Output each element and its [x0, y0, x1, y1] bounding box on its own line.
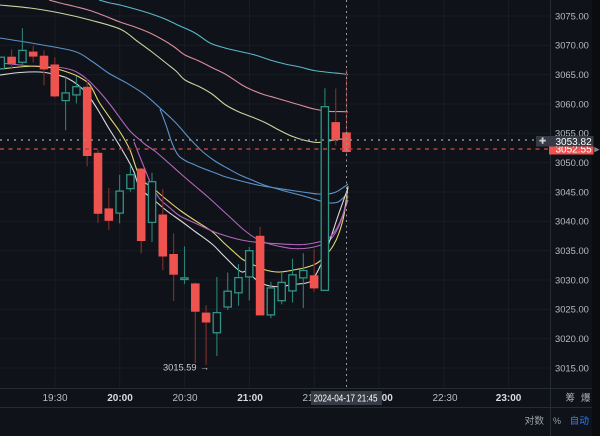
svg-text:3045.00: 3045.00 [555, 186, 589, 197]
svg-text:3070.00: 3070.00 [555, 40, 589, 51]
svg-text:3015.00: 3015.00 [555, 362, 589, 373]
svg-text:3040.00: 3040.00 [555, 216, 589, 227]
svg-text:3015.59: 3015.59 [163, 363, 197, 373]
svg-text:3055.00: 3055.00 [555, 128, 589, 139]
svg-text:19:30: 19:30 [42, 393, 67, 404]
svg-text:21:00: 21:00 [237, 393, 263, 404]
svg-text:3025.00: 3025.00 [555, 304, 589, 315]
svg-text:%: % [553, 416, 561, 426]
svg-text:3075.00: 3075.00 [555, 10, 589, 21]
svg-text:3052.55: 3052.55 [556, 144, 593, 155]
svg-text:对数: 对数 [525, 414, 545, 427]
svg-text:2024-04-17 21:45: 2024-04-17 21:45 [314, 394, 378, 405]
svg-text:23:00: 23:00 [496, 393, 522, 404]
svg-text:3053.82: 3053.82 [556, 137, 593, 148]
svg-text:3030.00: 3030.00 [555, 274, 589, 285]
svg-text:爆: 爆 [581, 392, 591, 404]
svg-text:3035.00: 3035.00 [555, 245, 589, 256]
svg-text:3020.00: 3020.00 [555, 333, 589, 344]
svg-text:22:30: 22:30 [432, 393, 457, 404]
svg-text:▶: ▶ [594, 146, 600, 153]
svg-text:3065.00: 3065.00 [555, 69, 589, 80]
svg-text:自动: 自动 [570, 414, 590, 427]
svg-text:3060.00: 3060.00 [555, 98, 589, 109]
svg-text:20:30: 20:30 [172, 393, 197, 404]
svg-text:20:00: 20:00 [107, 393, 133, 404]
svg-text:→: → [200, 363, 209, 373]
svg-text:3050.00: 3050.00 [555, 157, 589, 168]
svg-text:筹: 筹 [566, 392, 576, 404]
